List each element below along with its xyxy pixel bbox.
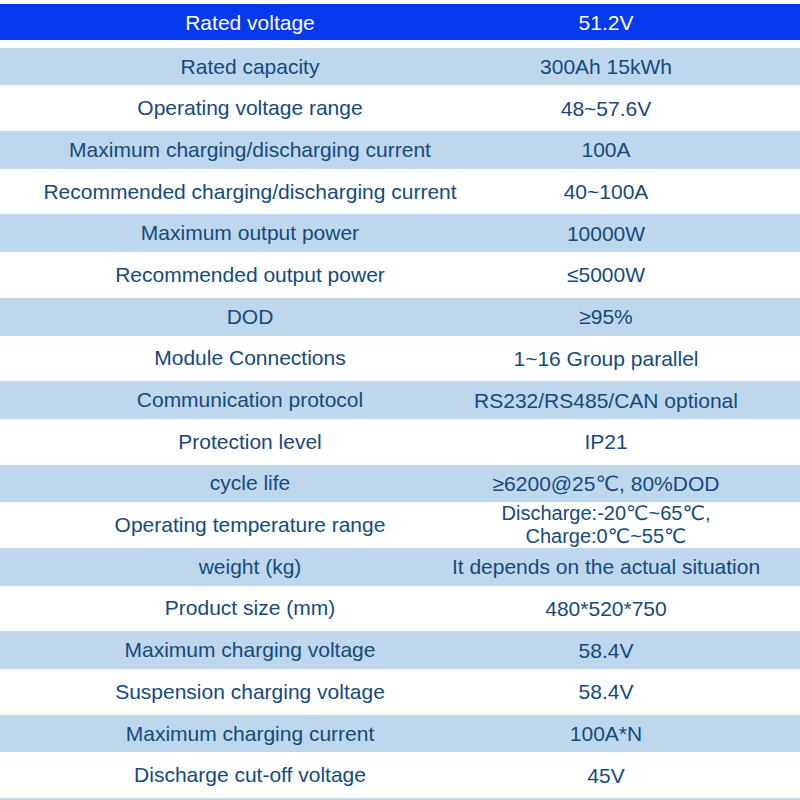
spec-row: Protection level IP21 [0,421,800,463]
spec-value: 58.4V [420,629,792,671]
spec-value-line1: 48~57.6V [561,97,652,120]
spec-value-line1: 100A*N [570,722,642,745]
spec-row: Maximum charging voltage 58.4V [0,629,800,671]
spec-value: 51.2V [420,4,792,42]
spec-value-line1: ≥95% [579,305,633,328]
spec-row: weight (kg) It depends on the actual sit… [0,546,800,588]
spec-value-line1: RS232/RS485/CAN optional [474,389,738,412]
spec-value-line1: Discharge:-20℃~65℃, [502,502,711,525]
spec-value-line1: 1~16 Group parallel [513,347,698,370]
spec-value: 100A*N [420,713,792,755]
spec-row: Rated voltage 51.2V [0,4,800,46]
spec-value-line1: 480*520*750 [545,597,666,620]
spec-value: 40~100A [420,171,792,213]
spec-value-line1: 58.4V [579,639,634,662]
spec-value: 58.4V [420,671,792,713]
spec-row: Rated capacity 300Ah 15kWh [0,46,800,88]
spec-row: Product size (mm) 480*520*750 [0,588,800,630]
spec-row: Recommended charging/discharging current… [0,171,800,213]
spec-value-line1: ≥6200@25℃, 80%DOD [493,472,720,495]
spec-row: Maximum output power 10000W [0,212,800,254]
spec-row: Discharge cut-off voltage 45V [0,754,800,796]
spec-row: Communication protocol RS232/RS485/CAN o… [0,379,800,421]
spec-value-line1: 10000W [567,222,645,245]
spec-value: ≥95% [420,296,792,338]
spec-value: It depends on the actual situation [420,546,792,588]
spec-value-line1: 58.4V [579,680,634,703]
spec-value: 100A [420,129,792,171]
spec-row: DOD ≥95% [0,296,800,338]
spec-table: Rated voltage 51.2V Rated capacity 300Ah… [0,4,800,796]
spec-value-line1: 300Ah 15kWh [540,55,672,78]
spec-row: Maximum charging/discharging current 100… [0,129,800,171]
spec-value: IP21 [420,421,792,463]
spec-value: 480*520*750 [420,588,792,630]
spec-value-line1: IP21 [584,430,627,453]
spec-row: Module Connections 1~16 Group parallel [0,338,800,380]
spec-value-line2: Charge:0℃~55℃ [525,525,686,548]
spec-value-line1: 40~100A [564,180,649,203]
spec-value-line1: 45V [587,764,624,787]
spec-value: ≤5000W [420,254,792,296]
spec-row: Operating temperature range Discharge:-2… [0,504,800,546]
spec-row: Operating voltage range 48~57.6V [0,87,800,129]
spec-value: 1~16 Group parallel [420,338,792,380]
spec-value-line1: ≤5000W [567,263,645,286]
spec-value: RS232/RS485/CAN optional [420,379,792,421]
spec-value: 300Ah 15kWh [420,46,792,88]
spec-value: 48~57.6V [420,87,792,129]
spec-row: Maximum charging current 100A*N [0,713,800,755]
spec-value: ≥6200@25℃, 80%DOD [420,463,792,505]
spec-value: 45V [420,754,792,796]
spec-row: Recommended output power ≤5000W [0,254,800,296]
spec-row: Suspension charging voltage 58.4V [0,671,800,713]
spec-row: cycle life ≥6200@25℃, 80%DOD [0,463,800,505]
spec-value-line1: 51.2V [579,11,634,34]
spec-value-line1: 100A [581,138,630,161]
spec-value: 10000W [420,212,792,254]
spec-value: Discharge:-20℃~65℃, Charge:0℃~55℃ [420,504,792,546]
spec-value-line1: It depends on the actual situation [452,555,760,578]
